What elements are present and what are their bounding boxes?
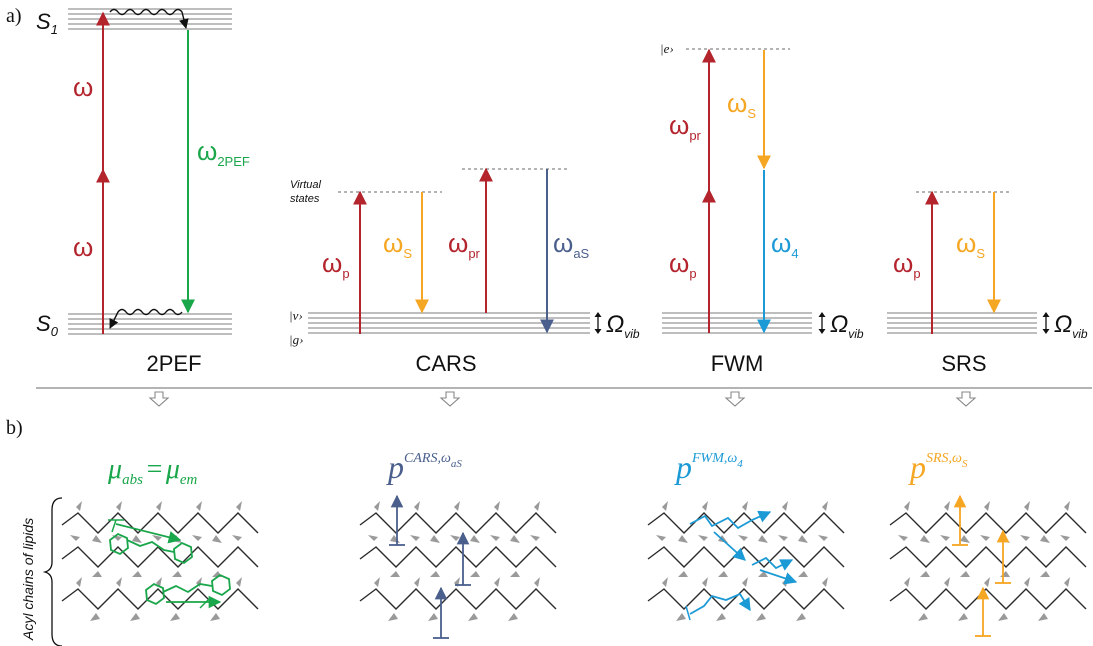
- panel-a-label: a): [6, 5, 22, 27]
- omega-label-lower: ω: [73, 232, 93, 262]
- lipid-chains-cars: [359, 500, 557, 622]
- fwm-dipoles: [685, 510, 798, 621]
- equation-p-cars: pCARS,ωaS: [386, 449, 462, 485]
- equation-mu: μabs=μem: [107, 454, 198, 488]
- fwm-omega-pr: ωpr: [669, 110, 702, 143]
- virtual-states-label: Virtual states: [290, 179, 324, 205]
- s1-label: S1: [36, 9, 58, 37]
- panel-b-label: b): [6, 417, 23, 439]
- s1-levels: [68, 8, 232, 30]
- diagram-srs: ωp ωS Ωvib SRS: [887, 190, 1088, 376]
- ket-g-label: |g›: [289, 332, 303, 347]
- fwm-omega-4: ω4: [771, 228, 799, 261]
- down-hollow-arrows: [148, 391, 977, 407]
- acyl-chains-label: Acyl chains of lipids: [20, 518, 36, 641]
- name-2pef: 2PEF: [146, 351, 201, 376]
- srs-omega-p: ωp: [893, 248, 921, 281]
- cars-omega-vib: Ωvib: [606, 311, 640, 341]
- acyl-chains-brace: [42, 497, 63, 646]
- lipid-chains-srs: [889, 500, 1087, 622]
- relaxation-wave-bottom: [109, 308, 183, 329]
- s0-levels: [68, 313, 232, 335]
- cars-omega-as: ωaS: [553, 228, 590, 261]
- fwm-omega-s: ωS: [727, 88, 756, 121]
- srs-levels: [887, 312, 1037, 334]
- srs-vib-double-arrow: [1041, 311, 1051, 335]
- diagram-fwm: |e› ωpr ωp ωS ω4 Ωvib FWM: [660, 41, 864, 376]
- diagram-2pef: S1 S0 ω ω ω2PEF 2PEF: [36, 8, 250, 376]
- cars-omega-s: ωS: [383, 228, 412, 261]
- fwm-omega-vib: Ωvib: [830, 311, 864, 341]
- diagram-cars: Virtual states |v› |g› ωp ωS ωpr ωaS Ωvi…: [289, 167, 640, 376]
- relaxation-wave-top: [109, 8, 189, 29]
- name-srs: SRS: [941, 351, 986, 376]
- lipid-chains-2pef: [61, 500, 259, 622]
- srs-omega-vib: Ωvib: [1054, 311, 1088, 341]
- ket-v-label: |v›: [289, 308, 303, 323]
- fluorophore-dipoles: [108, 519, 231, 609]
- equation-p-fwm: pFWM,ω4: [674, 449, 743, 485]
- omega-label-upper: ω: [73, 72, 93, 102]
- cars-omega-p: ωp: [322, 248, 350, 281]
- fwm-omega-p: ωp: [669, 248, 697, 281]
- ket-e-label: |e›: [660, 41, 674, 56]
- name-fwm: FWM: [711, 351, 764, 376]
- omega-2pef-label: ω2PEF: [197, 136, 250, 169]
- srs-omega-s: ωS: [956, 228, 985, 261]
- cars-omega-pr: ωpr: [448, 228, 481, 261]
- cars-vib-double-arrow: [593, 311, 603, 335]
- equation-p-srs: pSRS,ωS: [908, 449, 968, 485]
- fwm-levels: [662, 312, 812, 334]
- srs-dipoles: [952, 494, 1011, 637]
- name-cars: CARS: [415, 351, 476, 376]
- s0-label: S0: [36, 311, 59, 339]
- cars-dipoles: [389, 494, 471, 639]
- fwm-vib-double-arrow: [817, 311, 827, 335]
